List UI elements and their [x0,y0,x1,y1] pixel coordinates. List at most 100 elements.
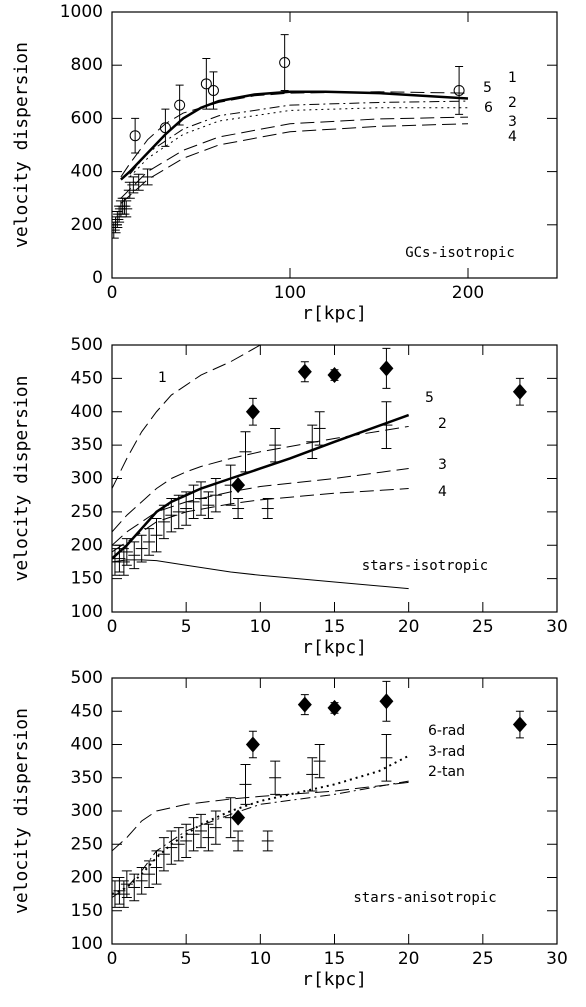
y-tick-label: 200 [71,868,103,888]
plot-area [112,345,527,590]
curve-label: 5 [425,390,434,406]
x-tick-label: 25 [472,949,494,969]
curve-label: 2 [508,95,517,111]
x-tick-label: 30 [546,617,568,637]
annotation: stars-anisotropic [353,890,496,906]
curve-label: 2 [438,416,447,432]
annotation: GCs-isotropic [405,245,515,261]
panel: 0 5 10 15 20 25 30100150200250300350400450500r… [11,335,568,658]
curve [112,425,409,533]
y-tick-label: 250 [71,834,103,854]
y-tick-label: 0 [92,268,103,288]
point [379,693,394,710]
point [231,477,246,494]
y-tick-label: 500 [71,668,103,688]
annotation: stars-isotropic [362,558,488,574]
y-tick-label: 400 [71,162,103,182]
y-tick-label: 200 [71,535,103,555]
curve-label: 1 [158,370,167,386]
y-tick-label: 500 [71,335,103,355]
x-axis-label: r[kpc] [302,303,367,324]
y-tick-label: 450 [71,701,103,721]
curve-label: 1 [508,70,517,86]
curve-label: 2-tan [428,764,465,780]
error-bar [455,66,464,115]
x-tick-label: 20 [398,949,420,969]
y-axis-label: velocity dispersion [11,42,32,248]
y-tick-label: 350 [71,768,103,788]
curve [129,107,468,178]
error-bar [131,117,140,154]
x-tick-label: 25 [472,617,494,637]
x-tick-label: 200 [452,283,484,303]
error-bar [202,58,211,110]
curve [120,91,469,178]
point [159,122,171,134]
point [453,84,465,96]
panel: 0 100 200 0 200 400 600 800 1000 r[kpc] velocity d… [11,2,558,324]
x-tick-label: 20 [398,617,420,637]
point [327,367,342,384]
plot-frame [111,11,558,279]
curve [120,123,469,204]
y-tick-label: 400 [71,735,103,755]
curve-label: 6-rad [428,723,465,739]
y-axis-label: velocity dispersion [11,376,32,582]
panel: 0 5 10 15 20 25 30100150200250300350400450500r… [11,668,568,990]
y-tick-label: 350 [71,435,103,455]
point [512,383,527,400]
error-bar [161,108,170,147]
y-tick-label: 1000 [60,2,103,22]
plot-frame [111,344,558,613]
x-tick-label: 100 [274,283,306,303]
x-tick-label: 0 [107,617,118,637]
point [379,360,394,377]
x-tick-label: 10 [250,617,272,637]
y-tick-label: 250 [71,502,103,522]
point [297,696,312,713]
y-tick-label: 600 [71,108,103,128]
curve [129,100,469,175]
x-tick-label: 0 [107,949,118,969]
point [200,78,212,90]
x-tick-label: 5 [181,617,192,637]
x-tick-label: 5 [181,949,192,969]
y-axis-label: velocity dispersion [11,708,32,914]
plot-area [112,680,527,908]
y-tick-label: 400 [71,402,103,422]
y-tick-label: 300 [71,801,103,821]
y-tick-label: 200 [71,215,103,235]
y-tick-label: 150 [71,901,103,921]
point [231,809,246,826]
error-bar [175,84,184,126]
point [245,736,260,753]
x-axis-label: r[kpc] [302,637,367,658]
y-tick-label: 100 [71,934,103,954]
point [174,99,186,111]
y-tick-label: 450 [71,368,103,388]
point [297,363,312,380]
curve-label: 4 [438,484,447,500]
curve-label: 5 [483,80,492,96]
y-tick-label: 800 [71,55,103,75]
x-tick-label: 15 [324,949,346,969]
point [245,403,260,420]
point [279,57,291,69]
error-bar [280,34,289,91]
curve-label: 6 [484,100,493,116]
curve [112,781,409,852]
y-tick-label: 100 [71,602,103,622]
y-tick-label: 300 [71,469,103,489]
point [512,716,527,733]
point [207,84,219,96]
y-tick-label: 150 [71,569,103,589]
error-bar [209,71,218,110]
plot-area [112,34,469,239]
curve-label: 3 [508,114,517,130]
point [327,699,342,716]
x-axis-label: r[kpc] [302,969,367,990]
curve-label: 3-rad [428,744,465,760]
curve-label: 4 [508,129,517,145]
curve [112,345,261,489]
